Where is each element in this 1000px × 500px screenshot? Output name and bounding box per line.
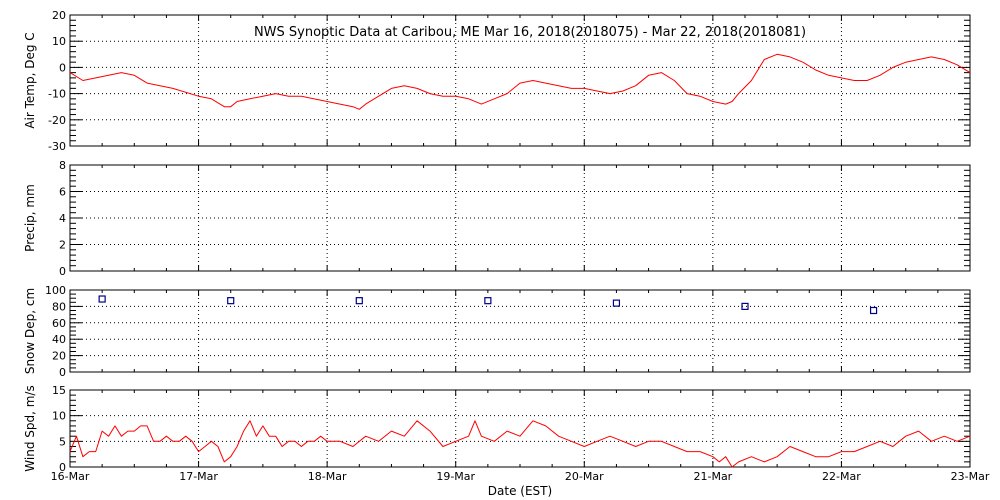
snow-depth-point — [612, 299, 621, 307]
y-tick-label: -30 — [48, 140, 66, 153]
y-axis-label-air_temp: Air Temp, Deg C — [23, 32, 37, 128]
x-axis-label: Date (EST) — [488, 484, 552, 498]
x-tick-label: 21-Mar — [693, 470, 732, 483]
y-tick-label: -10 — [48, 88, 66, 101]
y-tick-label: 15 — [52, 384, 66, 397]
y-axis-label-snow_depth: Snow Dep, cm — [23, 288, 37, 374]
panel-frame-precip — [69, 164, 971, 272]
y-tick-label: 60 — [52, 317, 66, 330]
panel-air_temp: -30 -20 -10 0 10 20 Air Temp, Deg C — [23, 9, 971, 153]
snow-depth-point — [227, 297, 235, 305]
panel-frame-wind_speed — [69, 389, 971, 468]
y-tick-label: 0 — [59, 461, 66, 474]
x-tick-label: 18-Mar — [308, 470, 347, 483]
y-tick-label: 5 — [59, 435, 66, 448]
x-tick-label: 19-Mar — [436, 470, 475, 483]
y-tick-label: 20 — [52, 9, 66, 22]
plot-layer: -30 -20 -10 0 10 20 Air Temp, Deg C 0 2 4 6 8 Precip… — [23, 9, 990, 483]
chart-title: NWS Synoptic Data at Caribou, ME Mar 16,… — [254, 25, 806, 40]
snow-depth-point — [484, 297, 492, 305]
y-tick-label: 10 — [52, 35, 66, 48]
x-tick-label: 20-Mar — [565, 470, 604, 483]
y-axis-label-precip: Precip, mm — [23, 184, 37, 252]
y-tick-label: 40 — [52, 333, 66, 346]
snow-depth-point — [741, 302, 749, 310]
series-line-air_temp — [69, 53, 971, 110]
panel-precip: 0 2 4 6 8 Precip, mm — [23, 159, 971, 278]
series-line-wind_speed — [69, 420, 971, 468]
snow-depth-point — [355, 297, 363, 305]
y-tick-label: 0 — [59, 265, 66, 278]
x-tick-label: 23-Mar — [951, 470, 990, 483]
snow-depth-point — [98, 295, 106, 303]
y-tick-label: 6 — [59, 186, 66, 199]
panel-snow_depth: 0 20 40 60 80 100 Snow Dep, cm — [23, 284, 971, 379]
panel-frame-snow_depth — [69, 289, 971, 373]
panel-wind_speed: 0 5 10 15 Wind Spd, m/s — [23, 384, 971, 474]
y-tick-label: 80 — [52, 300, 66, 313]
panel-frame-air_temp — [69, 14, 971, 147]
y-tick-label: 10 — [52, 410, 66, 423]
y-tick-label: 2 — [59, 239, 66, 252]
x-tick-label: 17-Mar — [179, 470, 218, 483]
y-tick-label: 0 — [59, 366, 66, 379]
x-tick-label: 16-Mar — [51, 470, 90, 483]
snow-depth-point — [869, 306, 878, 315]
y-axis-label-wind_speed: Wind Spd, m/s — [23, 385, 37, 471]
y-tick-label: 8 — [59, 159, 66, 172]
x-tick-label: 22-Mar — [822, 470, 861, 483]
y-tick-label: 100 — [45, 284, 66, 297]
y-tick-label: 4 — [59, 212, 66, 225]
y-tick-label: 20 — [52, 350, 66, 363]
y-tick-label: 0 — [59, 61, 66, 74]
y-tick-label: -20 — [48, 114, 66, 127]
